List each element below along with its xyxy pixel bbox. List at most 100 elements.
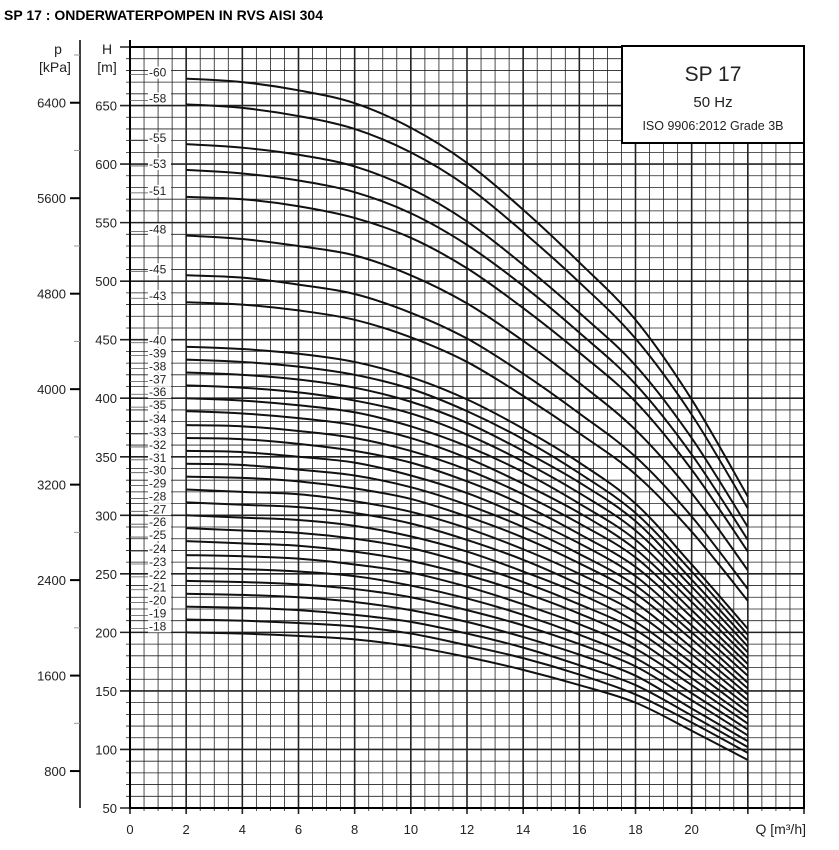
curve-31: [186, 462, 749, 684]
curve-label: -20: [149, 594, 167, 608]
curve-label-bg: [148, 555, 171, 568]
curve-45: [186, 274, 749, 590]
curve-60: [186, 77, 749, 498]
kpa-tick-label: 3200: [37, 478, 66, 493]
curve-label-bg: [148, 132, 171, 145]
curve-30: [186, 475, 749, 690]
curve-label-bg: [148, 529, 171, 542]
curve-label: -24: [149, 542, 167, 556]
curve-39: [186, 358, 749, 636]
curve-37: [186, 384, 749, 648]
h-axis-title: H: [102, 41, 112, 57]
curve-26: [186, 527, 749, 713]
curve-label-bg: [148, 451, 171, 464]
curve-label: -38: [149, 359, 167, 373]
x-tick-label: 18: [628, 822, 642, 837]
x-tick-label: 20: [684, 822, 698, 837]
y-tick-label: 150: [95, 684, 117, 699]
legend-box: [621, 45, 805, 144]
curve-55: [186, 143, 749, 528]
curve-label-bg: [148, 543, 171, 556]
curve-36: [186, 397, 749, 653]
y-tick-label: 500: [95, 274, 117, 289]
curve-label: -23: [149, 555, 167, 569]
y-tick-label: 650: [95, 99, 117, 114]
frequency-label: 50 Hz: [693, 94, 732, 111]
x-tick-label: 2: [183, 822, 190, 837]
curve-label-bg: [148, 620, 171, 633]
model-label: SP 17: [685, 63, 742, 86]
curve-label-bg: [148, 607, 171, 620]
curve-label-bg: [148, 438, 171, 451]
curve-label-bg: [148, 413, 171, 426]
curve-label-bg: [148, 373, 171, 386]
curve-label-bg: [148, 516, 171, 529]
x-tick-label: 14: [516, 822, 530, 837]
curve-58: [186, 103, 749, 509]
curve-label: -51: [149, 184, 167, 198]
kpa-tick-label: 800: [44, 764, 66, 779]
y-tick-label: 600: [95, 157, 117, 172]
curve-label-bg: [148, 157, 171, 170]
curve-40: [186, 345, 749, 630]
curve-label: -29: [149, 477, 167, 491]
curve-label-bg: [148, 223, 171, 236]
curve-label: -58: [149, 91, 167, 105]
curve-label: -55: [149, 131, 167, 145]
curve-label-bg: [148, 490, 171, 503]
x-tick-label: 16: [572, 822, 586, 837]
curve-24: [186, 554, 749, 725]
curve-label-bg: [148, 477, 171, 490]
curve-38: [186, 371, 749, 642]
curve-label-bg: [148, 184, 171, 197]
kpa-axis-title: p: [54, 41, 62, 57]
curve-43: [186, 301, 749, 602]
curve-label: -25: [149, 528, 167, 542]
curve-48: [186, 234, 749, 571]
y-tick-label: 450: [95, 333, 117, 348]
curve-18: [186, 631, 749, 761]
curve-label: -48: [149, 222, 167, 236]
curve-label: -21: [149, 581, 167, 595]
x-tick-label: 12: [460, 822, 474, 837]
y-tick-label: 250: [95, 567, 117, 582]
curve-label: -30: [149, 464, 167, 478]
curve-label-bg: [148, 568, 171, 581]
curve-25: [186, 540, 749, 719]
kpa-axis-unit: [kPa]: [39, 59, 71, 75]
curve-29: [186, 488, 749, 696]
curve-label-bg: [148, 92, 171, 105]
curve-19: [186, 618, 749, 754]
curve-label: -36: [149, 385, 167, 399]
curve-label: -43: [149, 289, 167, 303]
curve-32: [186, 449, 749, 677]
x-tick-label: 8: [351, 822, 358, 837]
curve-label-bg: [148, 386, 171, 399]
curve-label: -26: [149, 515, 167, 529]
h-axis-unit: [m]: [97, 59, 116, 75]
y-tick-label: 400: [95, 391, 117, 406]
curve-label-bg: [148, 263, 171, 276]
curve-label-bg: [148, 594, 171, 607]
curve-34: [186, 424, 749, 665]
curve-label-bg: [148, 503, 171, 516]
curve-label: -18: [149, 619, 167, 633]
curve-label: -34: [149, 412, 167, 426]
curve-label: -19: [149, 607, 167, 621]
curve-label: -28: [149, 489, 167, 503]
curve-label: -22: [149, 568, 167, 582]
curve-22: [186, 579, 749, 737]
curve-53: [186, 168, 749, 541]
curve-label-bg: [148, 581, 171, 594]
curve-27: [186, 514, 749, 707]
kpa-tick-label: 5600: [37, 191, 66, 206]
curve-label: -53: [149, 157, 167, 171]
curve-label: -45: [149, 262, 167, 276]
curve-label-bg: [148, 334, 171, 347]
curve-33: [186, 437, 749, 671]
curve-28: [186, 501, 749, 702]
y-tick-label: 200: [95, 625, 117, 640]
y-tick-label: 550: [95, 216, 117, 231]
page-title: SP 17 : ONDERWATERPOMPEN IN RVS AISI 304: [4, 7, 323, 23]
kpa-tick-label: 4800: [37, 287, 66, 302]
